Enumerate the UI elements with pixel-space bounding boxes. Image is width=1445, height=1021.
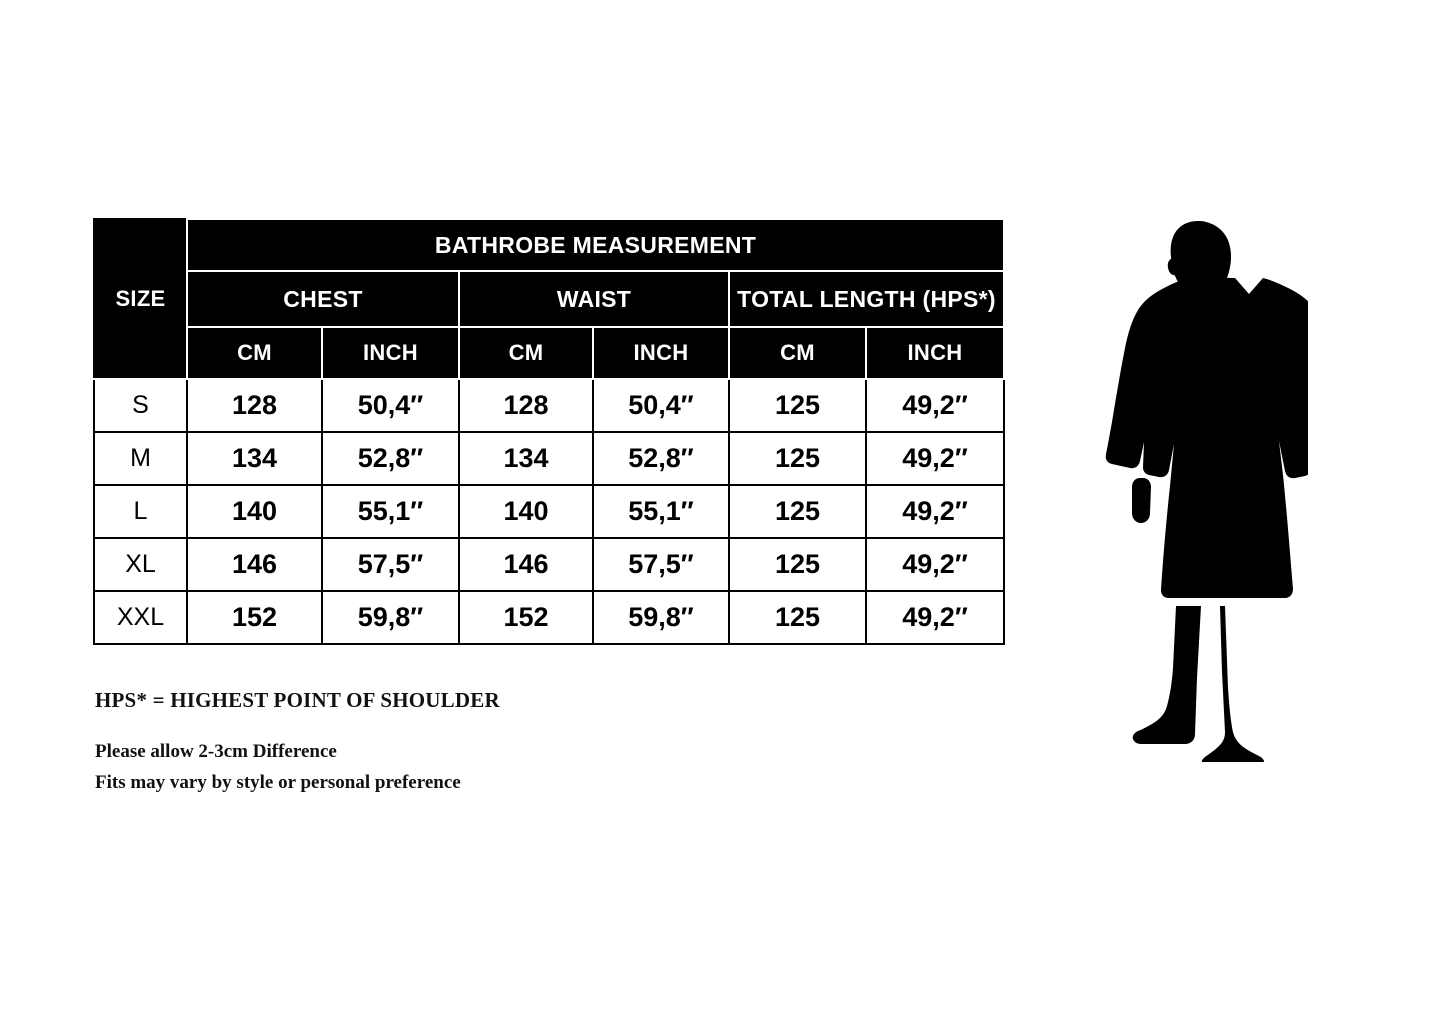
size-chart-table: SIZE BATHROBE MEASUREMENT CHEST WAIST TO… xyxy=(93,218,1006,645)
cell-size: L xyxy=(93,484,188,539)
bathrobe-figure-icon xyxy=(1105,221,1308,762)
cell-waist-cm: 134 xyxy=(458,431,594,486)
cell-length-inch: 49,2″ xyxy=(864,590,1006,645)
cell-waist-cm: 146 xyxy=(458,537,594,592)
note-fit-variation: Fits may vary by style or personal prefe… xyxy=(95,772,461,793)
cell-chest-inch: 52,8″ xyxy=(321,431,460,486)
cell-chest-cm: 140 xyxy=(186,484,323,539)
header-unit-waist-inch: INCH xyxy=(592,326,730,380)
table-row: M 134 52,8″ 134 52,8″ 125 49,2″ xyxy=(93,431,1006,486)
cell-chest-inch: 50,4″ xyxy=(321,378,460,433)
cell-chest-cm: 146 xyxy=(186,537,323,592)
cell-size: XL xyxy=(93,537,188,592)
cell-waist-cm: 140 xyxy=(458,484,594,539)
table-row: XXL 152 59,8″ 152 59,8″ 125 49,2″ xyxy=(93,590,1006,645)
cell-chest-cm: 152 xyxy=(186,590,323,645)
note-allowance: Please allow 2-3cm Difference xyxy=(95,741,337,762)
header-unit-length-cm: CM xyxy=(728,326,867,380)
table-header-title-row: SIZE BATHROBE MEASUREMENT xyxy=(93,218,1006,380)
cell-length-cm: 125 xyxy=(728,431,867,486)
cell-waist-inch: 50,4″ xyxy=(592,378,730,433)
header-bathrobe-measurement: BATHROBE MEASUREMENT xyxy=(185,218,1006,272)
cell-length-cm: 125 xyxy=(728,590,867,645)
header-group-waist: WAIST xyxy=(458,270,730,328)
table-header-group-row: CHEST WAIST TOTAL LENGTH (HPS*) xyxy=(94,270,1006,328)
cell-chest-inch: 59,8″ xyxy=(321,590,460,645)
cell-length-cm: 125 xyxy=(728,378,867,433)
cell-length-cm: 125 xyxy=(728,537,867,592)
note-hps-definition: HPS* = HIGHEST POINT OF SHOULDER xyxy=(95,688,500,712)
header-size: SIZE xyxy=(93,218,188,380)
cell-length-inch: 49,2″ xyxy=(864,484,1006,539)
cell-chest-cm: 134 xyxy=(186,431,323,486)
cell-waist-cm: 128 xyxy=(458,378,594,433)
header-unit-length-inch: INCH xyxy=(864,326,1006,380)
cell-chest-inch: 57,5″ xyxy=(321,537,460,592)
cell-length-inch: 49,2″ xyxy=(864,378,1006,433)
cell-chest-cm: 128 xyxy=(186,378,323,433)
header-unit-chest-cm: CM xyxy=(186,326,323,380)
cell-chest-inch: 55,1″ xyxy=(321,484,460,539)
header-group-total-length: TOTAL LENGTH (HPS*) xyxy=(727,270,1006,328)
cell-size: M xyxy=(93,431,188,486)
table-row: XL 146 57,5″ 146 57,5″ 125 49,2″ xyxy=(93,537,1006,592)
header-unit-waist-cm: CM xyxy=(458,326,594,380)
cell-length-cm: 125 xyxy=(728,484,867,539)
cell-length-inch: 49,2″ xyxy=(864,537,1006,592)
table-row: L 140 55,1″ 140 55,1″ 125 49,2″ xyxy=(93,484,1006,539)
header-unit-chest-inch: INCH xyxy=(321,326,460,380)
cell-waist-inch: 59,8″ xyxy=(592,590,730,645)
table-header-unit-row: CM INCH CM INCH CM INCH xyxy=(94,326,1006,380)
cell-waist-inch: 55,1″ xyxy=(592,484,730,539)
cell-length-inch: 49,2″ xyxy=(864,431,1006,486)
cell-waist-inch: 57,5″ xyxy=(592,537,730,592)
cell-waist-inch: 52,8″ xyxy=(592,431,730,486)
cell-waist-cm: 152 xyxy=(458,590,594,645)
cell-size: XXL xyxy=(93,590,188,645)
table-row: S 128 50,4″ 128 50,4″ 125 49,2″ xyxy=(93,378,1006,433)
header-group-chest: CHEST xyxy=(186,270,460,328)
cell-size: S xyxy=(93,378,188,433)
